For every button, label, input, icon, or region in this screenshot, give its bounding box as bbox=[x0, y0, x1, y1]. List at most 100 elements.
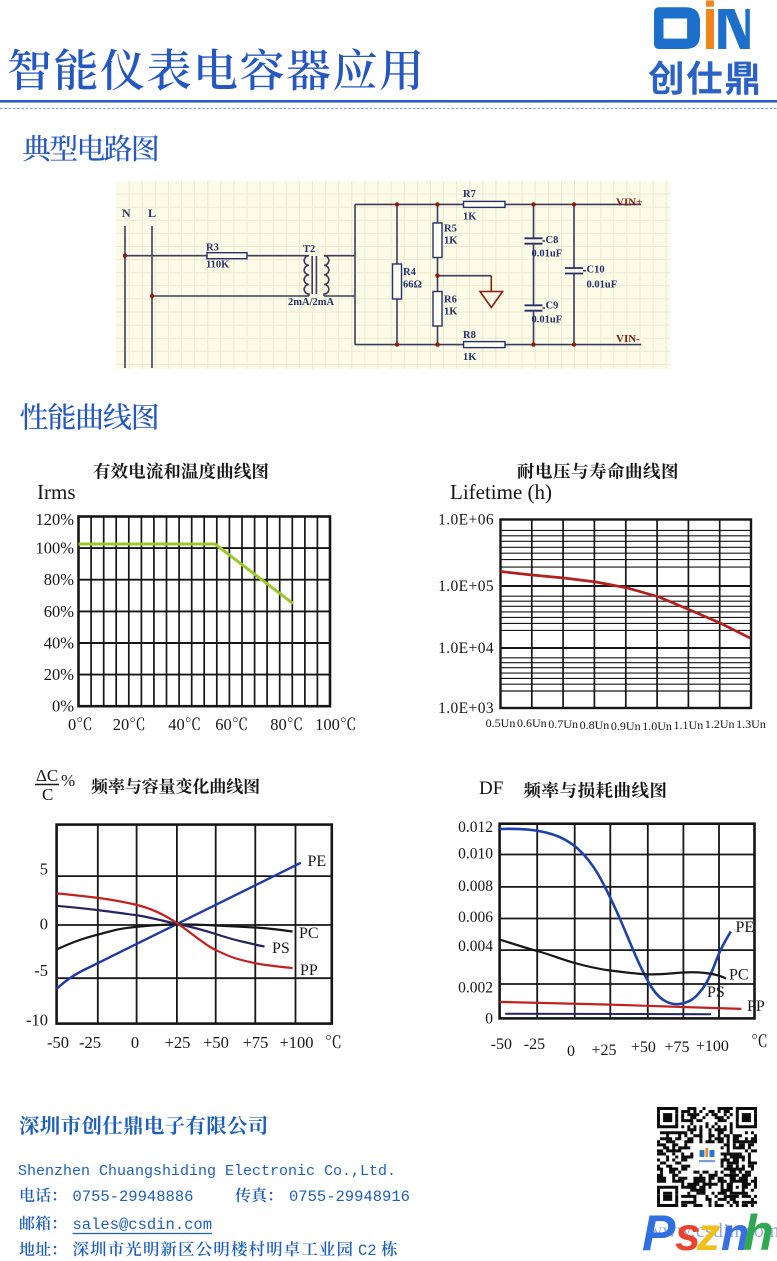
svg-text:R4: R4 bbox=[403, 267, 417, 278]
svg-text:-50: -50 bbox=[47, 1033, 69, 1052]
svg-text:2mA/2mA: 2mA/2mA bbox=[288, 297, 334, 308]
svg-text:R6: R6 bbox=[444, 295, 457, 306]
svg-text:0: 0 bbox=[485, 1011, 493, 1028]
svg-text:0.008: 0.008 bbox=[458, 878, 493, 895]
svg-text:120%: 120% bbox=[36, 510, 75, 529]
svg-text:1.1Un: 1.1Un bbox=[674, 718, 704, 732]
svg-text:-25: -25 bbox=[79, 1033, 101, 1052]
svg-text:z: z bbox=[696, 1208, 720, 1260]
svg-text:1K: 1K bbox=[463, 352, 477, 363]
svg-text:PP: PP bbox=[300, 962, 318, 979]
svg-text:0755-29948886: 0755-29948886 bbox=[73, 1188, 194, 1206]
svg-text:0: 0 bbox=[40, 915, 48, 934]
svg-text:+25: +25 bbox=[165, 1033, 191, 1052]
svg-text:R7: R7 bbox=[463, 189, 476, 200]
svg-text:60%: 60% bbox=[44, 602, 75, 621]
svg-text:66Ω: 66Ω bbox=[403, 280, 422, 291]
svg-text:-5: -5 bbox=[34, 961, 48, 980]
svg-text:0.8Un: 0.8Un bbox=[580, 718, 610, 732]
svg-text:20: 20 bbox=[113, 715, 130, 734]
svg-text:-10: -10 bbox=[26, 1011, 48, 1030]
svg-text:T2: T2 bbox=[303, 244, 315, 255]
svg-text:0.7Un: 0.7Un bbox=[548, 717, 578, 731]
svg-text:40: 40 bbox=[168, 715, 185, 734]
svg-text:L: L bbox=[148, 206, 156, 220]
svg-text:+50: +50 bbox=[203, 1033, 229, 1052]
svg-text:0.9Un: 0.9Un bbox=[611, 719, 641, 733]
svg-text:0.012: 0.012 bbox=[458, 819, 493, 836]
svg-text:s: s bbox=[675, 1208, 701, 1260]
svg-text:VIN+: VIN+ bbox=[616, 197, 642, 209]
svg-text:C2: C2 bbox=[358, 1242, 377, 1260]
svg-text:Lifetime (h): Lifetime (h) bbox=[450, 480, 552, 504]
svg-text:0: 0 bbox=[131, 1033, 139, 1052]
svg-text:-25: -25 bbox=[524, 1036, 545, 1053]
svg-text:PE: PE bbox=[308, 853, 327, 870]
svg-text:C9: C9 bbox=[546, 301, 559, 312]
svg-text:80: 80 bbox=[270, 715, 287, 734]
svg-text:100: 100 bbox=[315, 715, 340, 734]
svg-text:0.5Un: 0.5Un bbox=[486, 716, 516, 730]
svg-text:-50: -50 bbox=[491, 1036, 512, 1053]
svg-text:110K: 110K bbox=[206, 260, 230, 271]
svg-text:+50: +50 bbox=[631, 1039, 656, 1056]
svg-text:100%: 100% bbox=[36, 539, 75, 558]
svg-text:40%: 40% bbox=[44, 633, 75, 652]
svg-text:1.0E+05: 1.0E+05 bbox=[438, 578, 494, 595]
svg-text:PC: PC bbox=[729, 967, 749, 984]
svg-text:www.csdin.com: www.csdin.com bbox=[648, 1221, 777, 1242]
svg-text:0.01uF: 0.01uF bbox=[587, 280, 618, 291]
svg-text:PE: PE bbox=[736, 919, 755, 936]
svg-text:0.01uF: 0.01uF bbox=[532, 315, 563, 326]
svg-text:Shenzhen Chuangshiding Electro: Shenzhen Chuangshiding Electronic Co.,Lt… bbox=[18, 1163, 396, 1180]
svg-text:0: 0 bbox=[567, 1043, 575, 1060]
svg-text:%: % bbox=[61, 771, 75, 790]
svg-text:VIN-: VIN- bbox=[616, 333, 640, 345]
svg-text:C10: C10 bbox=[587, 265, 605, 276]
svg-text:C8: C8 bbox=[546, 235, 559, 246]
svg-text:R8: R8 bbox=[463, 330, 476, 341]
svg-text:+75: +75 bbox=[243, 1033, 269, 1052]
svg-text:0.002: 0.002 bbox=[458, 980, 493, 997]
svg-text:20%: 20% bbox=[44, 665, 75, 684]
svg-text:n: n bbox=[721, 1208, 749, 1260]
svg-text:0755-29948916: 0755-29948916 bbox=[289, 1188, 410, 1206]
svg-text:1.2Un: 1.2Un bbox=[705, 717, 735, 731]
svg-text:PP: PP bbox=[747, 998, 765, 1015]
svg-text:0%: 0% bbox=[52, 697, 74, 716]
svg-text:PS: PS bbox=[272, 940, 290, 957]
svg-text:1.3Un: 1.3Un bbox=[736, 717, 766, 731]
svg-text:P: P bbox=[642, 1205, 676, 1261]
svg-text:1K: 1K bbox=[444, 236, 458, 247]
svg-text:+100: +100 bbox=[696, 1038, 729, 1055]
svg-text:C: C bbox=[42, 785, 53, 804]
svg-text:0.010: 0.010 bbox=[458, 846, 493, 863]
svg-text:0.6Un: 0.6Un bbox=[517, 716, 547, 730]
svg-text:5: 5 bbox=[40, 860, 48, 879]
svg-text:80%: 80% bbox=[44, 570, 75, 589]
svg-text:0: 0 bbox=[68, 715, 76, 734]
svg-text:0.004: 0.004 bbox=[458, 938, 493, 955]
svg-text:60: 60 bbox=[215, 715, 232, 734]
svg-text:+100: +100 bbox=[279, 1033, 313, 1052]
svg-text:0.006: 0.006 bbox=[458, 909, 493, 926]
svg-text:h: h bbox=[743, 1205, 774, 1261]
svg-text:1.0E+06: 1.0E+06 bbox=[438, 512, 494, 529]
svg-text:+75: +75 bbox=[664, 1039, 689, 1056]
svg-text:1K: 1K bbox=[444, 307, 458, 318]
svg-text:sales@csdin.com: sales@csdin.com bbox=[73, 1216, 213, 1234]
svg-text:1.0E+03: 1.0E+03 bbox=[438, 700, 494, 717]
svg-text:Irms: Irms bbox=[37, 480, 76, 504]
svg-text:R5: R5 bbox=[444, 224, 457, 235]
svg-text:+25: +25 bbox=[591, 1042, 616, 1059]
svg-text:ΔC: ΔC bbox=[36, 766, 58, 785]
svg-text:1K: 1K bbox=[463, 212, 477, 223]
svg-text:PS: PS bbox=[707, 984, 725, 1001]
svg-text:R3: R3 bbox=[206, 243, 219, 254]
svg-text:PC: PC bbox=[299, 925, 319, 942]
svg-text:DF: DF bbox=[479, 778, 503, 799]
svg-text:N: N bbox=[122, 206, 131, 220]
svg-text:1.0Un: 1.0Un bbox=[642, 719, 672, 733]
svg-text:0.01uF: 0.01uF bbox=[532, 249, 563, 260]
svg-text:1.0E+04: 1.0E+04 bbox=[438, 640, 494, 657]
